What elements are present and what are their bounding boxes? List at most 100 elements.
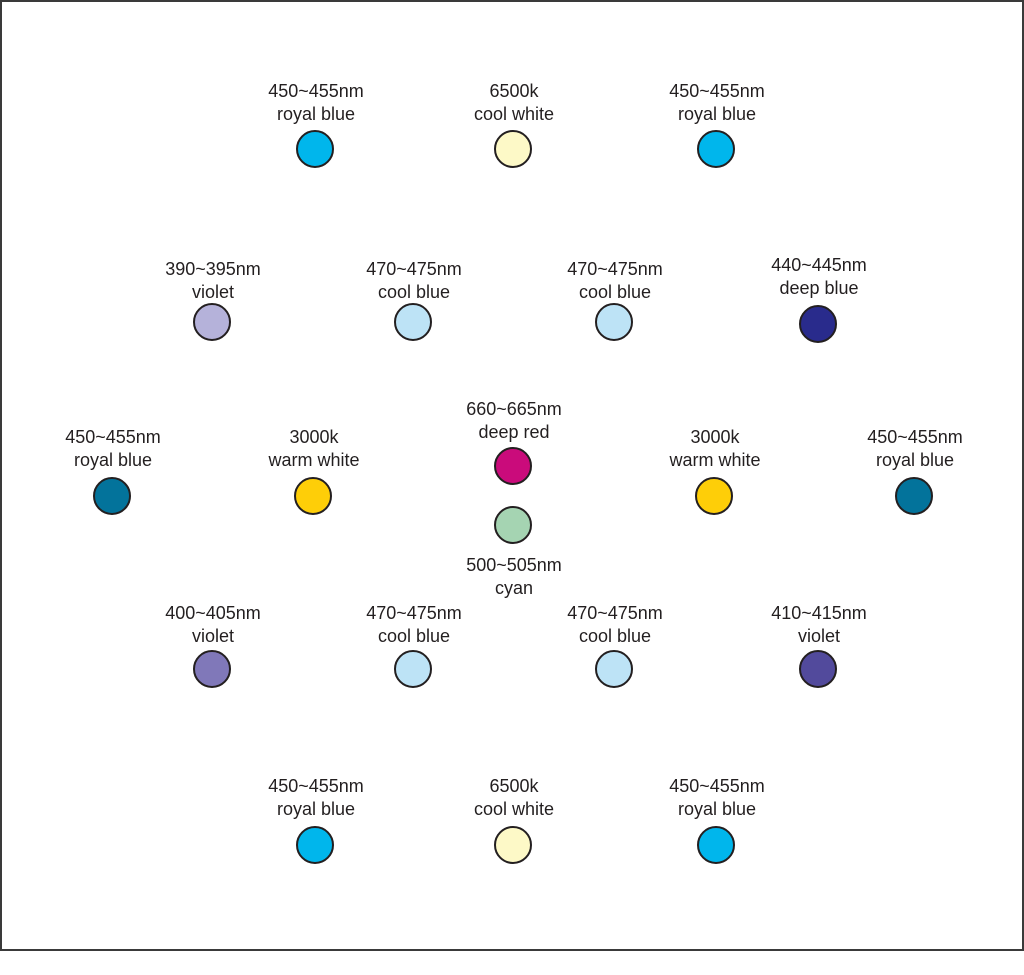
led-dot: [697, 826, 735, 864]
led-wavelength: 6500k: [489, 776, 539, 796]
led-wavelength: 410~415nm: [771, 603, 867, 623]
led-label: 450~455nm royal blue: [607, 775, 827, 821]
led-dot: [193, 650, 231, 688]
led-wavelength: 450~455nm: [268, 81, 364, 101]
led-label: 450~455nm royal blue: [3, 426, 223, 472]
led-dot: [296, 826, 334, 864]
led-name: violet: [191, 626, 235, 646]
led-name: cyan: [494, 578, 534, 598]
led-dot: [595, 650, 633, 688]
led-royal-blue: 450~455nm royal blue: [607, 775, 827, 975]
led-royal-blue: 450~455nm royal blue: [206, 80, 426, 280]
led-cool-blue: 470~475nm cool blue: [505, 602, 725, 802]
led-name: royal blue: [73, 450, 153, 470]
led-label: 6500k cool white: [404, 80, 624, 126]
led-label: 450~455nm royal blue: [805, 426, 1024, 472]
led-wavelength: 390~395nm: [165, 259, 261, 279]
led-wavelength: 400~405nm: [165, 603, 261, 623]
led-label: 470~475nm cool blue: [505, 258, 725, 304]
led-dot: [494, 130, 532, 168]
led-wavelength: 470~475nm: [366, 259, 462, 279]
led-dot: [695, 477, 733, 515]
led-wavelength: 470~475nm: [366, 603, 462, 623]
led-wavelength: 450~455nm: [65, 427, 161, 447]
led-name: cool blue: [377, 282, 451, 302]
led-name: violet: [191, 282, 235, 302]
led-name: deep red: [478, 422, 550, 442]
led-royal-blue: 450~455nm royal blue: [805, 426, 1024, 626]
led-wavelength: 3000k: [690, 427, 740, 447]
led-name: violet: [797, 626, 841, 646]
led-cool-blue: 470~475nm cool blue: [505, 258, 725, 458]
led-dot: [193, 303, 231, 341]
led-wavelength: 450~455nm: [669, 81, 765, 101]
led-label: 500~505nm cyan: [404, 554, 624, 600]
led-dot: [799, 650, 837, 688]
led-name: cool white: [473, 799, 555, 819]
led-wavelength: 470~475nm: [567, 603, 663, 623]
led-name: cool white: [473, 104, 555, 124]
led-label: 470~475nm cool blue: [505, 602, 725, 648]
led-dot: [697, 130, 735, 168]
led-label: 470~475nm cool blue: [304, 258, 524, 304]
led-royal-blue: 450~455nm royal blue: [3, 426, 223, 626]
led-dot: [394, 650, 432, 688]
led-name: cool blue: [578, 626, 652, 646]
led-dot: [294, 477, 332, 515]
led-cyan: 500~505nm cyan: [404, 506, 624, 706]
led-royal-blue: 450~455nm royal blue: [206, 775, 426, 975]
led-dot: [895, 477, 933, 515]
led-label: 410~415nm violet: [709, 602, 929, 648]
led-warm-white: 3000k warm white: [204, 426, 424, 626]
led-deep-blue: 440~445nm deep blue: [709, 254, 929, 454]
led-violet: 410~415nm violet: [709, 602, 929, 802]
led-label: 3000k warm white: [605, 426, 825, 472]
led-dot: [394, 303, 432, 341]
led-dot: [799, 305, 837, 343]
led-violet: 390~395nm violet: [103, 258, 323, 458]
led-name: royal blue: [875, 450, 955, 470]
led-cool-blue: 470~475nm cool blue: [304, 602, 524, 802]
diagram-frame: 450~455nm royal blue 6500k cool white 45…: [0, 0, 1024, 951]
led-wavelength: 450~455nm: [268, 776, 364, 796]
led-dot: [296, 130, 334, 168]
led-dot: [93, 477, 131, 515]
led-label: 440~445nm deep blue: [709, 254, 929, 300]
led-dot: [494, 447, 532, 485]
led-name: royal blue: [677, 104, 757, 124]
led-dot: [494, 826, 532, 864]
led-label: 450~455nm royal blue: [206, 775, 426, 821]
led-cool-white: 6500k cool white: [404, 80, 624, 280]
led-label: 6500k cool white: [404, 775, 624, 821]
led-wavelength: 440~445nm: [771, 255, 867, 275]
led-name: royal blue: [276, 799, 356, 819]
led-wavelength: 500~505nm: [466, 555, 562, 575]
led-name: royal blue: [276, 104, 356, 124]
led-name: cool blue: [578, 282, 652, 302]
led-label: 470~475nm cool blue: [304, 602, 524, 648]
led-dot: [494, 506, 532, 544]
led-label: 450~455nm royal blue: [206, 80, 426, 126]
led-wavelength: 6500k: [489, 81, 539, 101]
led-label: 660~665nm deep red: [404, 398, 624, 444]
led-label: 400~405nm violet: [103, 602, 323, 648]
led-name: cool blue: [377, 626, 451, 646]
led-wavelength: 470~475nm: [567, 259, 663, 279]
led-violet: 400~405nm violet: [103, 602, 323, 802]
led-wavelength: 450~455nm: [867, 427, 963, 447]
led-deep-red: 660~665nm deep red: [404, 398, 624, 598]
led-wavelength: 660~665nm: [466, 399, 562, 419]
led-cool-blue: 470~475nm cool blue: [304, 258, 524, 458]
led-label: 3000k warm white: [204, 426, 424, 472]
led-cool-white: 6500k cool white: [404, 775, 624, 975]
led-royal-blue: 450~455nm royal blue: [607, 80, 827, 280]
led-name: royal blue: [677, 799, 757, 819]
led-name: warm white: [669, 450, 761, 470]
led-wavelength: 450~455nm: [669, 776, 765, 796]
led-dot: [595, 303, 633, 341]
led-label: 450~455nm royal blue: [607, 80, 827, 126]
led-label: 390~395nm violet: [103, 258, 323, 304]
led-warm-white: 3000k warm white: [605, 426, 825, 626]
led-wavelength: 3000k: [289, 427, 339, 447]
led-name: deep blue: [779, 278, 859, 298]
